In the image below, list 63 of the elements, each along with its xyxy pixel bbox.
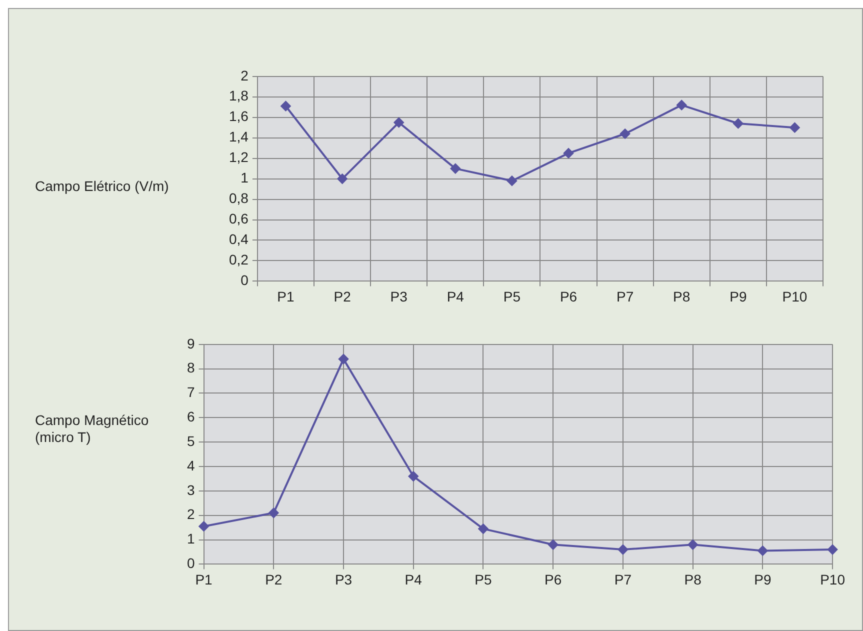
x-tick-label: P2 [265, 571, 282, 588]
x-tick-label: P5 [474, 571, 492, 588]
point [450, 164, 460, 174]
x-tick-label: P1 [277, 288, 295, 304]
x-tick-label: P10 [782, 288, 808, 304]
point [394, 117, 404, 128]
y-tick-label: 0,6 [228, 210, 249, 227]
point [676, 100, 687, 110]
y-tick-label: 8 [186, 360, 195, 376]
y-tick-label: 1,8 [228, 88, 249, 104]
y-tick-label: 0 [240, 272, 249, 288]
y-tick-label: 1,6 [228, 108, 249, 124]
point [620, 128, 630, 139]
point [758, 546, 768, 556]
point [828, 544, 838, 555]
x-tick-label: P3 [390, 288, 408, 304]
x-tick-label: P6 [544, 571, 562, 588]
y-tick-label: 1 [186, 530, 195, 547]
x-tick-label: P1 [195, 571, 213, 588]
point [790, 122, 800, 133]
y-tick-label: 6 [186, 408, 195, 425]
point [688, 540, 698, 550]
y-axis-title: Campo Elétrico (V/m) [35, 178, 169, 195]
y-tick-label: 0,4 [228, 231, 249, 248]
x-tick-label: P10 [820, 571, 846, 588]
point [198, 521, 209, 532]
point [338, 354, 349, 364]
point [478, 524, 488, 534]
x-tick-label: P8 [673, 288, 690, 304]
y-tick-label: 1,2 [228, 149, 249, 166]
y-tick-label: 7 [186, 384, 195, 400]
y-tick-label: 9 [186, 335, 195, 352]
point [506, 176, 517, 186]
y-axis-title: Campo Magnético (micro T) [35, 412, 149, 446]
point [268, 508, 279, 518]
y-tick-label: 2 [240, 67, 249, 84]
x-tick-label: P6 [560, 288, 578, 304]
y-tick-label: 0,2 [228, 252, 249, 268]
point [280, 101, 291, 112]
point [618, 544, 628, 555]
y-tick-label: 5 [186, 432, 195, 449]
point [337, 174, 348, 184]
y-tick-label: 0 [186, 555, 195, 572]
y-tick-label: 0,8 [228, 190, 249, 206]
x-tick-label: P7 [614, 571, 632, 588]
x-tick-label: P9 [754, 571, 772, 588]
x-tick-label: P5 [503, 288, 521, 304]
x-tick-label: P9 [730, 288, 747, 304]
x-tick-label: P7 [616, 288, 634, 304]
x-tick-label: P8 [684, 571, 702, 588]
y-tick-label: 1,4 [228, 128, 249, 145]
point [408, 471, 418, 482]
x-tick-label: P4 [404, 571, 422, 588]
point [548, 540, 558, 550]
x-tick-label: P4 [446, 288, 464, 304]
x-tick-label: P2 [334, 288, 352, 304]
point [564, 148, 574, 158]
y-tick-label: 2 [186, 506, 195, 522]
y-tick-label: 3 [186, 482, 195, 498]
y-tick-label: 1 [240, 170, 249, 186]
point [733, 118, 744, 129]
y-tick-label: 4 [186, 457, 195, 474]
x-tick-label: P3 [334, 571, 352, 588]
